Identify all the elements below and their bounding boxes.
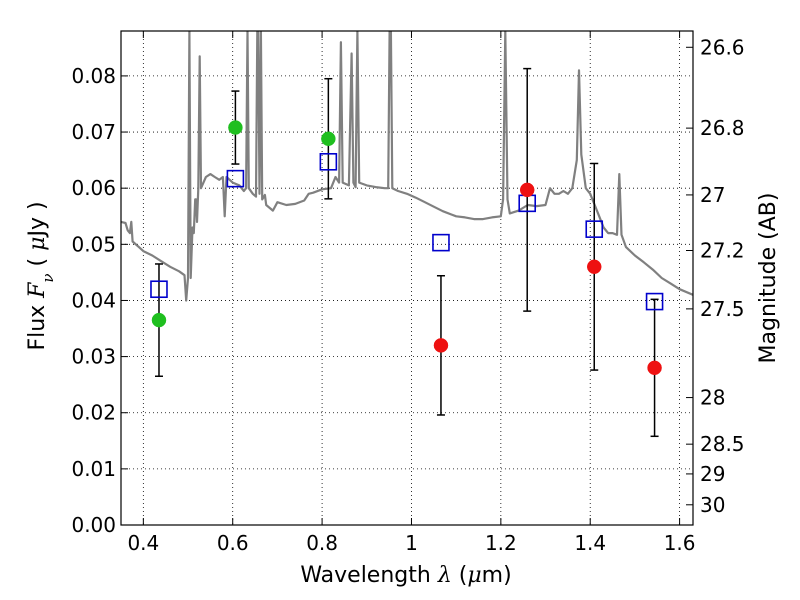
y-tick-label: 0.00: [71, 513, 116, 537]
y2-tick-label: 26.6: [700, 35, 745, 59]
model-photometry-square: [150, 280, 168, 299]
model-spectrum-line: [121, 31, 693, 302]
data-layer: [121, 31, 693, 438]
x-tick-label: 0.6: [217, 531, 249, 555]
x-tick-label: 1.2: [485, 531, 517, 555]
y-tick-label: 0.08: [71, 64, 116, 88]
x-tick-label: 1: [405, 531, 418, 555]
y2-tick-label: 30: [700, 493, 725, 517]
red-detection-point: [519, 182, 535, 198]
plot-frame: [120, 30, 694, 526]
y2-tick-label: 29: [700, 462, 725, 486]
model-photometry-square: [645, 292, 664, 311]
y-tick-label: 0.06: [71, 176, 116, 200]
x-axis-title: Wavelength λ (μm): [300, 563, 511, 588]
x-tick-label: 0.8: [306, 531, 338, 555]
model-photometry-square: [585, 220, 604, 238]
red-detection-point: [586, 259, 602, 275]
green-detection-point: [321, 131, 336, 147]
y2-axis-title: Magnitude (AB): [756, 193, 781, 364]
red-detection-point: [647, 360, 662, 376]
y2-tick-label: 27.2: [700, 238, 745, 262]
y2-tick-label: 27.5: [700, 297, 745, 321]
y-axis-title: Flux Fν ( μJy ): [25, 201, 57, 350]
y2-tick-label: 26.8: [700, 116, 745, 140]
y-tick-label: 0.02: [71, 401, 116, 425]
y2-tick-label: 27: [700, 183, 725, 207]
y-tick-label: 0.03: [71, 345, 116, 369]
green-detection-point: [151, 312, 167, 328]
y2-tick-label: 28.5: [700, 432, 745, 456]
y-tick-label: 0.04: [71, 288, 116, 312]
axis-ticks: 0.4 0.6 0.8 1 1.2 1.4 1.6 0.00 0.01 0.02 0.03 0.04 0…: [71, 31, 745, 555]
x-tick-label: 1.6: [664, 531, 696, 555]
y-tick-label: 0.01: [71, 457, 116, 481]
y2-tick-label: 28: [700, 386, 725, 410]
x-tick-label: 1.4: [574, 531, 606, 555]
red-detection-point: [433, 338, 449, 353]
x-tick-label: 0.4: [127, 531, 159, 555]
model-photometry-square: [432, 233, 450, 252]
model-photometry-square: [319, 152, 338, 171]
y-tick-label: 0.07: [71, 120, 116, 144]
model-photometry-square: [226, 169, 245, 188]
green-detection-point: [228, 120, 243, 135]
y-tick-label: 0.05: [71, 232, 116, 256]
